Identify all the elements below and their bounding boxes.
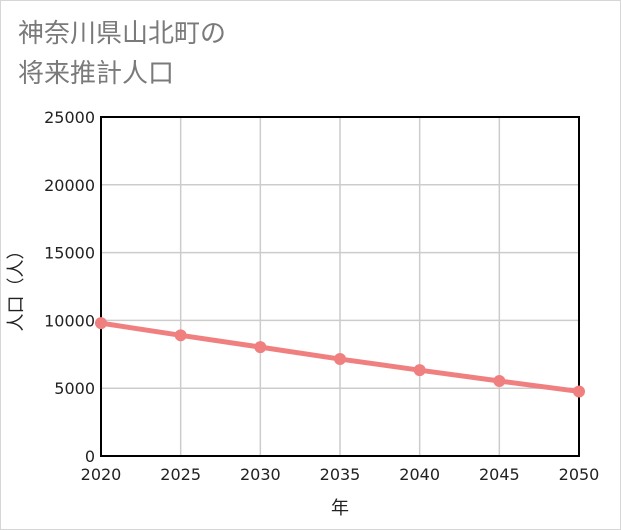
x-tick-label: 2040 [399,465,440,484]
y-tick-label: 20000 [44,176,95,195]
x-axis-tick-labels: 2020 2025 2030 2035 2040 2045 2050 [81,465,600,484]
x-tick-label: 2025 [160,465,201,484]
y-tick-label: 0 [85,447,95,466]
data-point [334,353,346,366]
data-point [413,364,426,377]
y-axis-label: 人口（人） [6,242,27,332]
data-points [95,317,585,398]
chart-title-line2: 将来推計人口 [18,59,175,89]
plot-area-border [100,116,580,457]
data-point [573,385,585,398]
data-point [254,341,267,354]
y-tick-label: 10000 [44,311,95,330]
data-point [174,329,187,342]
y-tick-label: 5000 [54,379,95,398]
data-point [493,375,506,388]
x-tick-label: 2020 [81,465,122,484]
x-tick-label: 2035 [320,465,361,484]
x-tick-label: 2050 [559,465,600,484]
x-axis-label: 年 [331,498,349,519]
y-tick-label: 15000 [44,244,95,263]
chart-title: 神奈川県山北町の 将来推計人口 [18,14,226,94]
x-tick-label: 2030 [240,465,281,484]
grid-lines [100,116,580,457]
x-tick-label: 2045 [479,465,520,484]
chart-title-line1: 神奈川県山北町の [18,19,227,49]
data-point [95,317,107,330]
y-tick-label: 25000 [44,108,95,127]
y-axis-tick-labels: 0 5000 10000 15000 20000 25000 [44,108,95,466]
